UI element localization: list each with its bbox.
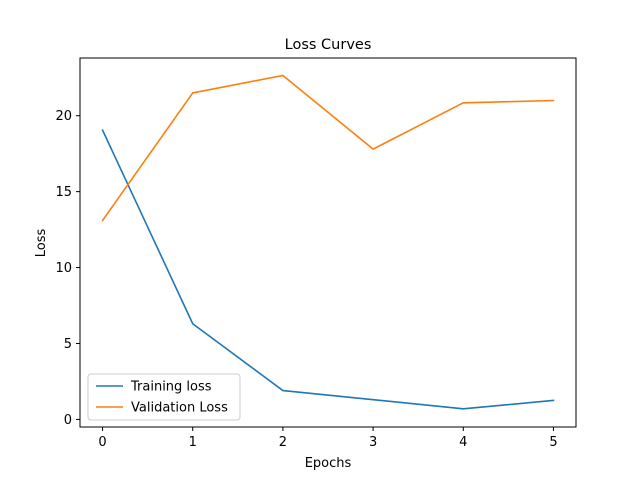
x-tick-label: 0 [98, 435, 106, 450]
y-tick-label: 10 [55, 261, 72, 276]
x-axis-ticks: 0 1 2 3 4 5 [98, 427, 558, 450]
legend-box [87, 373, 241, 421]
y-axis-label: Loss [34, 229, 49, 258]
y-tick-label: 0 [64, 413, 72, 428]
y-tick-label: 15 [55, 185, 72, 200]
chart-title: Loss Curves [285, 37, 372, 53]
y-tick-label: 20 [55, 109, 72, 124]
x-tick-label: 4 [459, 435, 467, 450]
x-tick-label: 2 [279, 435, 287, 450]
x-tick-label: 3 [369, 435, 377, 450]
legend-entry-label: Training loss [130, 380, 212, 395]
y-axis-ticks: 0 5 10 15 20 [55, 109, 80, 428]
x-axis-label: Epochs [305, 456, 352, 471]
series-line-validation-loss [101, 74, 555, 222]
series-layer [101, 74, 555, 410]
series-line-training-loss [101, 129, 555, 410]
legend: Training loss Validation Loss [87, 373, 241, 421]
x-tick-label: 1 [189, 435, 197, 450]
plot-area-frame [79, 57, 577, 428]
x-tick-label: 5 [549, 435, 557, 450]
y-tick-label: 5 [64, 337, 72, 352]
legend-entry-label: Validation Loss [131, 401, 228, 416]
